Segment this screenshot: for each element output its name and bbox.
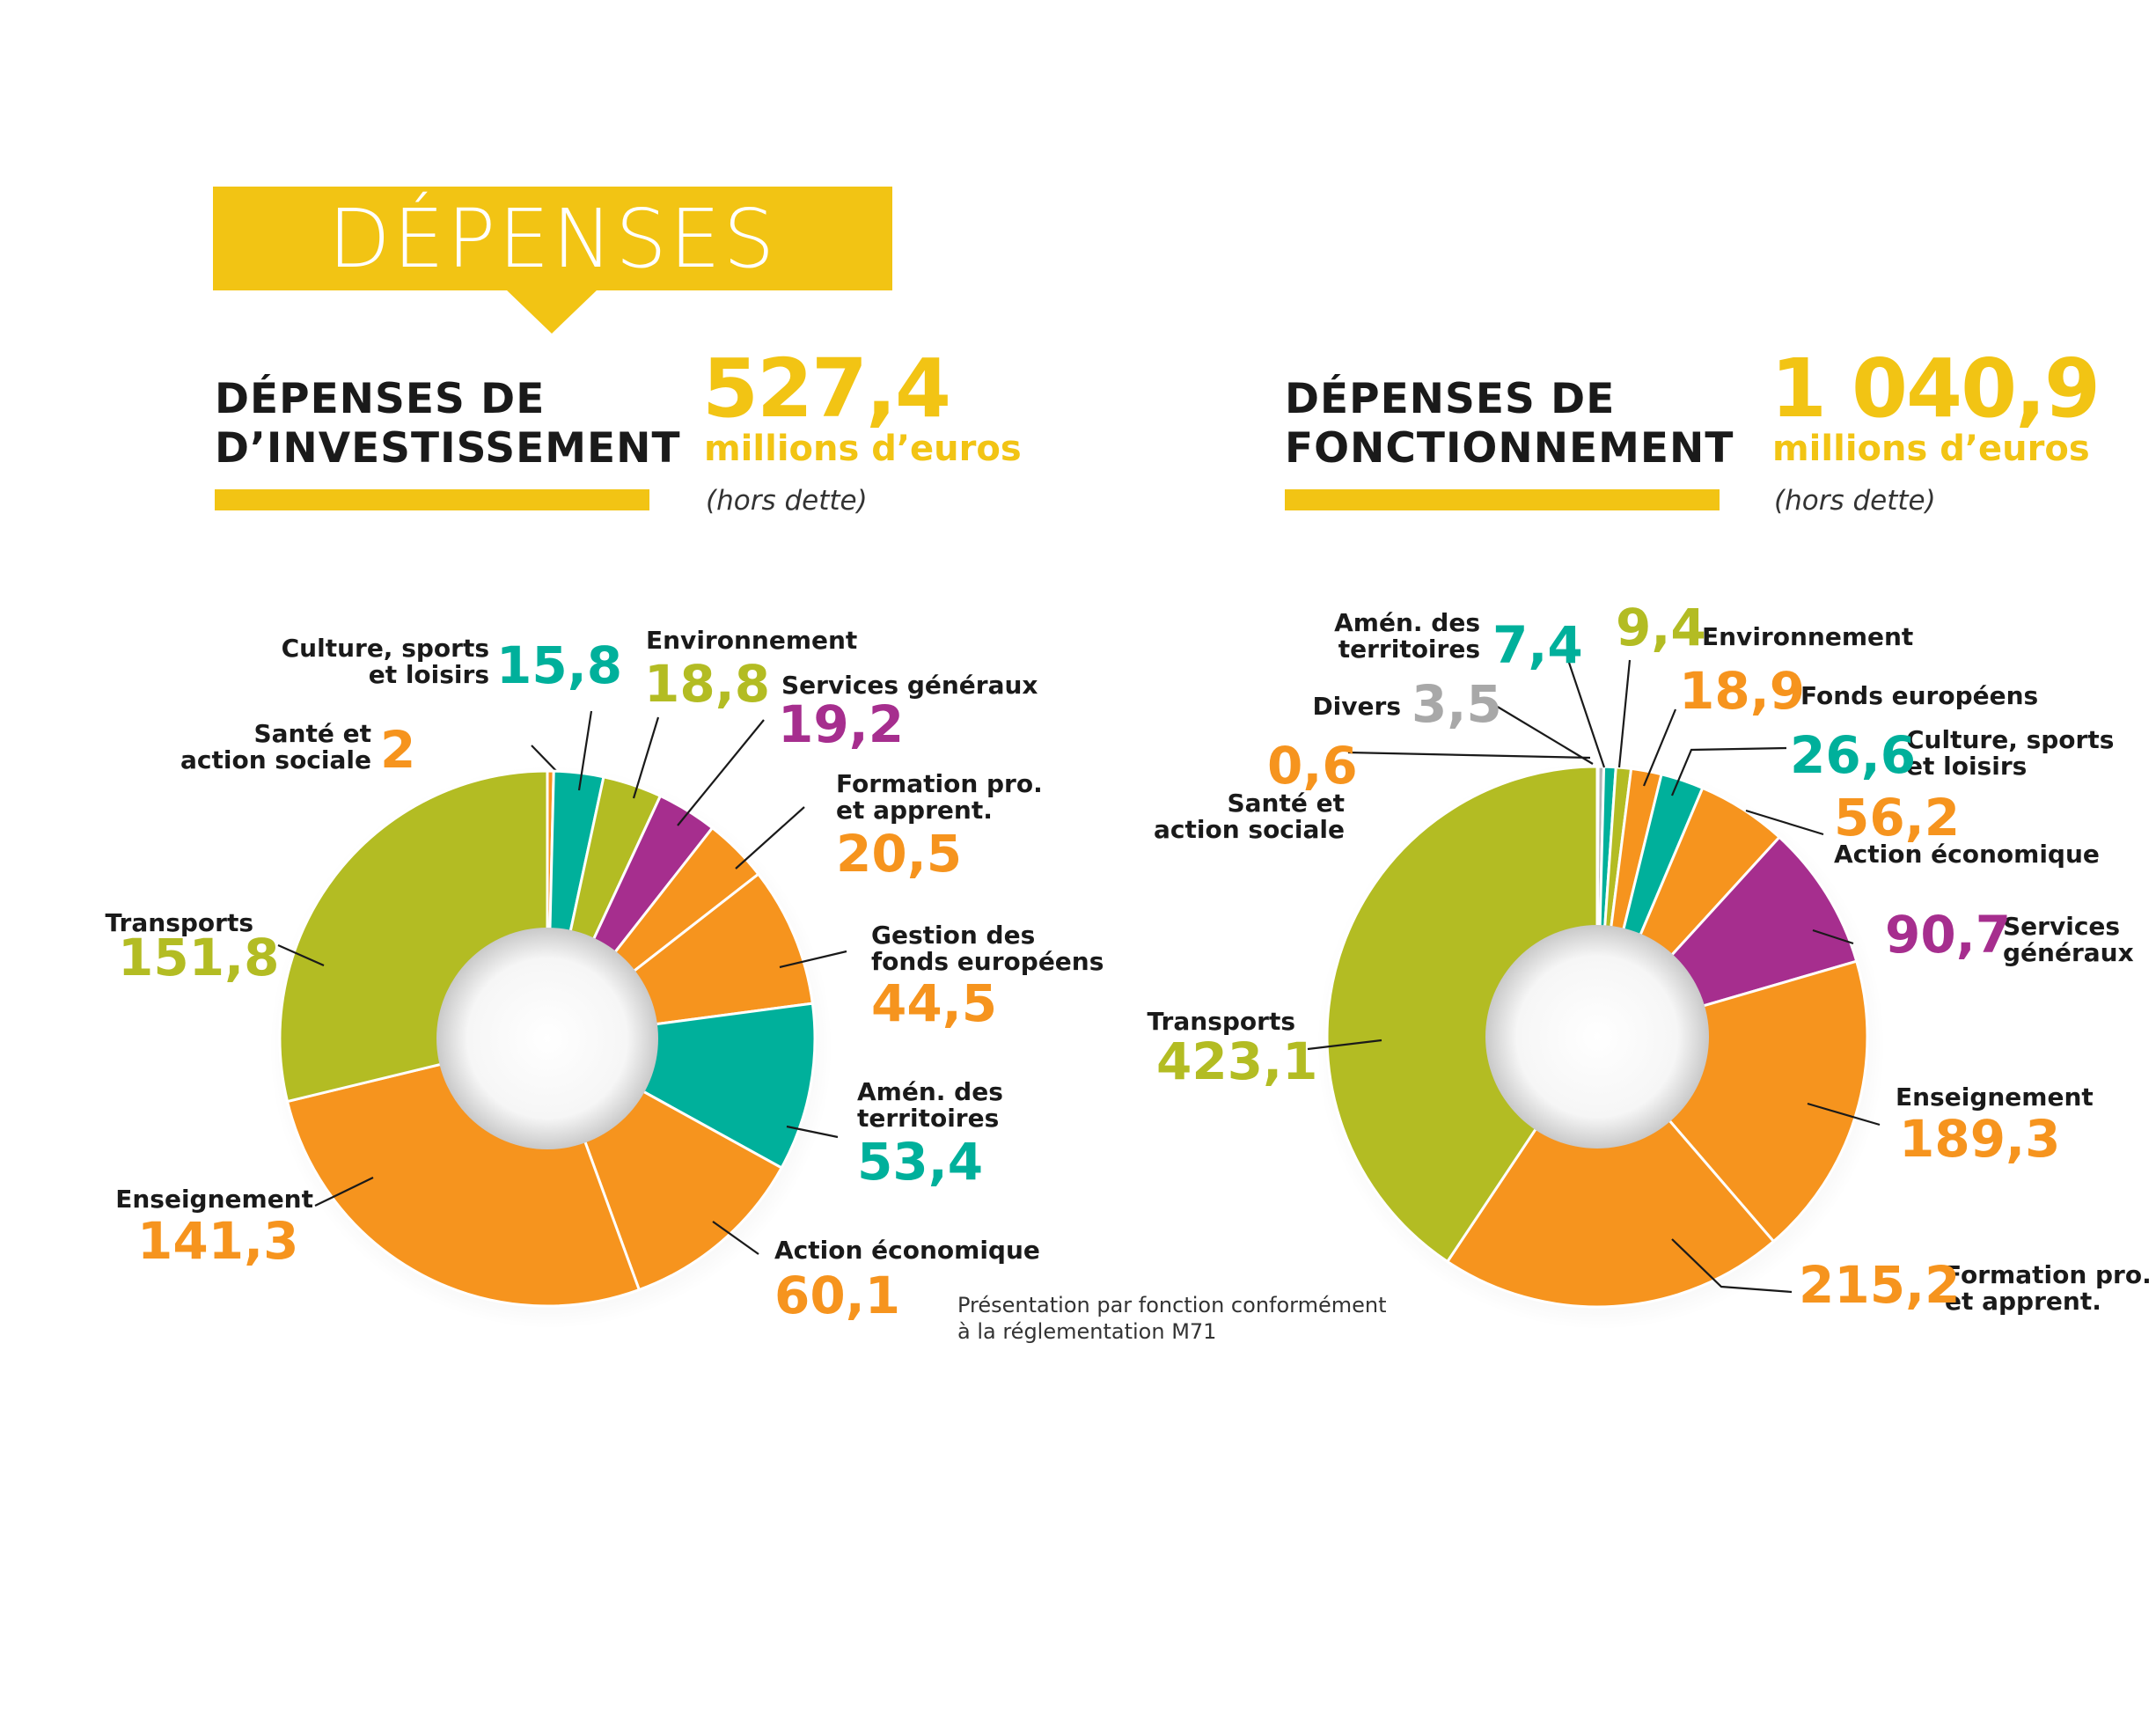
fonctionnement-title-line2: FONCTIONNEMENT (1285, 424, 1734, 473)
investissement-label-enseignement: Enseignement (115, 1185, 313, 1214)
investissement-value-formation-pro-et-apprent: 20,5 (836, 824, 962, 884)
fonctionnement-title-line1: DÉPENSES DE (1285, 375, 1616, 423)
fonctionnement-donut-hole (1485, 925, 1709, 1149)
fonctionnement-value-culture-sports-et-loisirs: 26,6 (1790, 725, 1916, 785)
fonctionnement-value-sante-et-action-sociale: 0,6 (1267, 736, 1358, 796)
fonctionnement-leader-environnement (1617, 659, 1632, 768)
fonctionnement-label-divers: Divers (1312, 692, 1401, 721)
fonctionnement-leader-transports (1307, 1038, 1382, 1051)
investissement-donut-hole (436, 928, 658, 1149)
fonctionnement-label-enseignement: Enseignement (1896, 1082, 2094, 1112)
investissement-value-sante-et-action-sociale: 2 (380, 720, 415, 780)
fonctionnement-leader-fonds-europeens (1642, 708, 1677, 787)
fonctionnement-leader-formation-pro-et-apprent (1671, 1238, 1793, 1294)
fonctionnement-label-formation-pro-et-apprent: Formation pro. et apprent. (1945, 1260, 2152, 1316)
investissement-leader-transports (277, 943, 325, 967)
fonctionnement-value-transports: 423,1 (1156, 1031, 1317, 1091)
fonctionnement-leader-action-economique (1745, 809, 1824, 836)
investissement-leader-action-economique (712, 1221, 759, 1255)
fonctionnement-leader-amen-des-territoires (1566, 659, 1606, 768)
investissement-leader-culture-sports-et-loisirs (577, 710, 593, 791)
investissement-title-line2: D’INVESTISSEMENT (215, 424, 681, 473)
banner-title: DÉPENSES (327, 191, 778, 286)
fonctionnement-label-culture-sports-et-loisirs: Culture, sports et loisirs (1906, 725, 2114, 781)
investissement-value-gestion-des-fonds-europeens: 44,5 (871, 973, 997, 1033)
investissement-leader-formation-pro-et-apprent (735, 806, 805, 870)
fonctionnement-leader-divers (1495, 705, 1594, 765)
fonctionnement-label-action-economique: Action économique (1834, 840, 2100, 869)
banner-pointer (506, 290, 598, 334)
investissement-label-environnement: Environnement (646, 626, 857, 655)
fonctionnement-leader-sante-et-action-sociale (1347, 751, 1591, 760)
investissement-donut: Santé et action sociale 2 Culture, sports et… (106, 626, 1104, 1329)
fonctionnement-label-fonds-europeens: Fonds européens (1800, 681, 2038, 710)
fonctionnement-value-amen-des-territoires: 7,4 (1492, 615, 1583, 675)
fonctionnement-leader-services-generaux (1812, 928, 1854, 945)
investissement-label-sante-et-action-sociale: Santé et action sociale (180, 719, 371, 774)
investissement-value-culture-sports-et-loisirs: 15,8 (496, 635, 622, 695)
investissement-label-transports: Transports (106, 908, 253, 937)
investissement-value-enseignement: 141,3 (137, 1211, 298, 1271)
investissement-leader-enseignement (314, 1177, 374, 1207)
investissement-label-services-generaux: Services généraux (781, 671, 1038, 700)
fonctionnement-total: 1 040,9 (1771, 341, 2101, 436)
investissement-leader-environnement (632, 716, 660, 799)
investissement-label-formation-pro-et-apprent: Formation pro. et apprent. (836, 769, 1043, 825)
fonctionnement-note: (hors dette) (1774, 485, 1936, 517)
fonctionnement-label-amen-des-territoires: Amén. des territoires (1334, 608, 1480, 664)
investissement-total: 527,4 (702, 341, 951, 436)
footnote: Présentation par fonction conformément à… (957, 1293, 1387, 1344)
fonctionnement-value-enseignement: 189,3 (1899, 1109, 2060, 1169)
investissement-label-gestion-des-fonds-europeens: Gestion des fonds européens (871, 921, 1104, 976)
fonctionnement-label-environnement: Environnement (1702, 622, 1913, 651)
investissement-leader-gestion-des-fonds-europeens (779, 950, 847, 969)
fonctionnement-unit: millions d’euros (1772, 429, 2090, 469)
fonctionnement-leader-enseignement (1807, 1102, 1881, 1127)
investissement-value-action-economique: 60,1 (774, 1266, 900, 1325)
fonctionnement-value-divers: 3,5 (1412, 674, 1502, 734)
investissement-title-line1: DÉPENSES DE (215, 375, 546, 423)
page-banner: DÉPENSES (213, 187, 892, 290)
investissement-leader-sante-et-action-sociale (531, 745, 561, 775)
investissement-value-services-generaux: 19,2 (778, 694, 904, 754)
fonctionnement-value-action-economique: 56,2 (1834, 788, 1960, 848)
investissement-value-transports: 151,8 (118, 928, 279, 987)
investissement-leader-amen-des-territoires (786, 1125, 839, 1139)
fonctionnement-label-transports: Transports (1148, 1007, 1295, 1036)
fonctionnement-label-sante-et-action-sociale: Santé et action sociale (1154, 789, 1345, 844)
investissement-label-culture-sports-et-loisirs: Culture, sports et loisirs (282, 634, 489, 689)
investissement-title-underline (215, 489, 649, 510)
investissement-value-amen-des-territoires: 53,4 (857, 1132, 983, 1192)
fonctionnement-value-environnement: 9,4 (1616, 598, 1706, 657)
investissement-note: (hors dette) (706, 485, 868, 517)
fonctionnement-leader-culture-sports-et-loisirs (1670, 746, 1787, 796)
investissement-label-amen-des-territoires: Amén. des territoires (857, 1077, 1003, 1133)
investissement-label-action-economique: Action économique (774, 1236, 1040, 1265)
investissement-unit: millions d’euros (704, 429, 1022, 469)
fonctionnement-label-services-generaux: Services généraux (2003, 912, 2134, 967)
fonctionnement-value-services-generaux: 90,7 (1885, 905, 2011, 965)
fonctionnement-value-formation-pro-et-apprent: 215,2 (1799, 1255, 1960, 1315)
investissement-leader-services-generaux (677, 719, 765, 826)
fonctionnement-value-fonds-europeens: 18,9 (1679, 661, 1805, 721)
fonctionnement-title-underline (1285, 489, 1720, 510)
investissement-value-environnement: 18,8 (644, 654, 770, 714)
